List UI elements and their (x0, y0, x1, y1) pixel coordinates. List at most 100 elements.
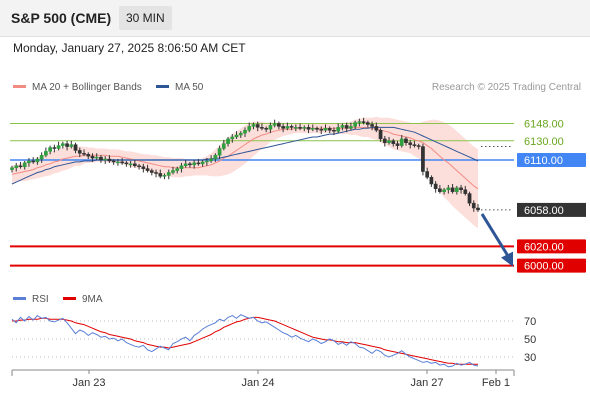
rsi-legend-label: 9MA (82, 294, 103, 305)
candle-body (90, 155, 95, 159)
candle-body (370, 124, 374, 127)
candle-body (463, 189, 468, 194)
candle-body (149, 170, 154, 173)
candle-body (209, 158, 213, 162)
candle-body (14, 165, 19, 168)
rsi-panel: 30 50 70 RSI 9MA (11, 294, 536, 368)
candle-body (366, 122, 370, 125)
candle-body (404, 138, 408, 143)
candle-body (111, 160, 116, 163)
candle-body (205, 160, 209, 163)
bollinger-band-area (12, 116, 478, 229)
rsi-legend-label: RSI (32, 294, 49, 305)
candle-body (158, 173, 163, 177)
ma50-line (11, 126, 479, 185)
candle-body (277, 123, 281, 127)
candle-body (73, 144, 78, 151)
candle-body (107, 158, 112, 162)
rsi-legend-swatch (13, 297, 26, 300)
target-label: 6020.00 (524, 241, 564, 253)
candle-body (260, 127, 264, 129)
rsi-tick-label: 30 (524, 352, 536, 364)
candle-body (230, 136, 235, 140)
candle-body (285, 126, 290, 129)
candle-body (243, 129, 247, 134)
candle-body (387, 140, 391, 143)
candle-body (77, 150, 82, 154)
bollinger-bands-layer (12, 116, 478, 229)
candle-body (44, 151, 48, 156)
candle-body (298, 127, 302, 129)
candle-body (128, 163, 133, 166)
candle-body (175, 168, 180, 171)
level-labels-layer: 6148.00 6130.00 6110.00 6058.00 6020.00 6000.… (517, 119, 586, 273)
candle-body (234, 134, 239, 138)
candle-body (446, 187, 451, 191)
candle-body (289, 126, 294, 128)
candle-body (65, 143, 69, 147)
x-tick-label: Jan 24 (241, 377, 274, 389)
candle-body (94, 156, 99, 159)
rsi-line (11, 314, 479, 368)
candle-body (293, 127, 298, 129)
resistance-label: 6148.00 (524, 119, 564, 131)
candle-body (213, 154, 218, 160)
legend-swatch (156, 85, 169, 88)
timeframe-button[interactable]: 30 MIN (119, 6, 172, 30)
candle-body (471, 202, 476, 209)
rsi-tick-label: 70 (524, 316, 536, 328)
pivot-label-box (517, 153, 586, 167)
candle-body (238, 132, 243, 136)
candle-body (31, 160, 36, 163)
candle-body (179, 165, 184, 169)
candle-body (442, 189, 446, 192)
candle-body (217, 148, 222, 156)
instrument-title: S&P 500 (CME) (11, 10, 112, 26)
candles-layer (10, 117, 480, 212)
candle-body (188, 163, 192, 166)
candle-body (361, 121, 366, 123)
candle-body (221, 143, 226, 149)
candle-body (344, 125, 349, 129)
candle-body (18, 165, 23, 168)
candle-body (429, 177, 434, 185)
candle-body (166, 172, 171, 176)
candle-body (103, 158, 108, 161)
candle-body (56, 145, 61, 149)
candle-body (425, 171, 430, 178)
candle-body (306, 127, 311, 130)
candle-body (196, 162, 201, 165)
candle-body (10, 167, 14, 170)
candle-body (357, 121, 362, 123)
candle-body (416, 145, 421, 147)
forecast-arrow-line (480, 213, 511, 259)
candle-body (145, 168, 150, 171)
candle-body (459, 187, 463, 191)
rsi-tick-label: 50 (524, 334, 536, 346)
candle-body (319, 129, 324, 131)
moving-averages-layer (11, 126, 513, 267)
candle-body (60, 143, 65, 146)
time-axis: Jan 23 Jan 24 Jan 27 Feb 1 (11, 369, 515, 389)
candle-body (340, 125, 345, 128)
candle-body (433, 183, 438, 190)
legend-label: MA 50 (175, 82, 204, 93)
candle-body (255, 124, 260, 128)
candle-body (99, 156, 103, 161)
candle-body (438, 188, 442, 192)
rsi-legend-swatch (63, 297, 76, 300)
candle-body (336, 127, 341, 132)
candle-body (192, 162, 197, 166)
candle-body (450, 187, 455, 192)
candle-body (310, 128, 315, 130)
candle-body (120, 161, 124, 164)
legend-swatch (13, 85, 26, 88)
legend-label: MA 20 + Bollinger Bands (32, 82, 142, 93)
candle-body (162, 175, 167, 177)
candle-body (467, 193, 472, 204)
candle-body (86, 153, 91, 157)
candle-body (349, 126, 353, 129)
candle-body (421, 146, 425, 172)
candle-body (302, 127, 307, 129)
